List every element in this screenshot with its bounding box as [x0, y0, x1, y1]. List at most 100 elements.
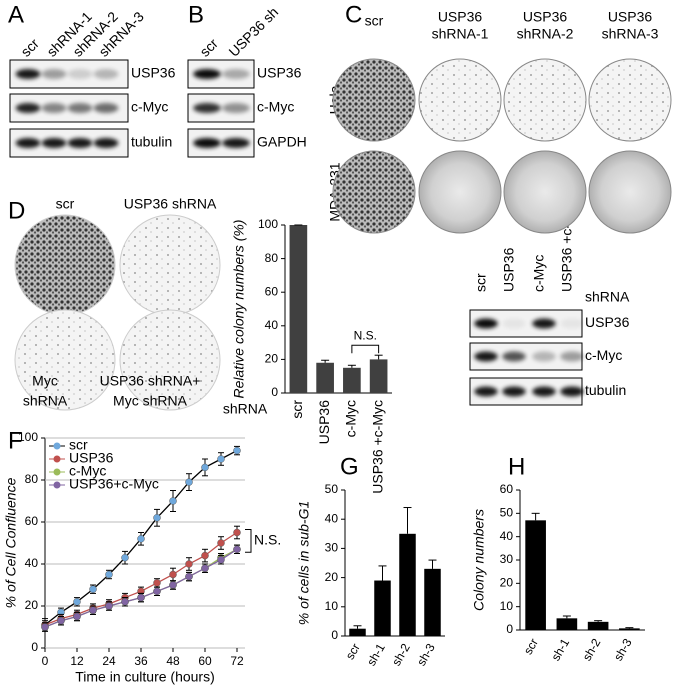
column-label: scr: [365, 13, 384, 29]
band-label: GAPDH: [257, 134, 307, 150]
band-label: c-Myc: [257, 99, 294, 115]
band-label: USP36: [131, 65, 176, 81]
plate: [418, 150, 502, 234]
y-tick-label: 100: [18, 430, 38, 444]
plate: [503, 58, 587, 142]
x-tick-label: USP36: [316, 400, 332, 445]
y-axis-label: % of Cell Confluence: [3, 477, 19, 608]
x-tick-label: sh-3: [611, 636, 635, 663]
legend-marker: [53, 468, 61, 476]
plate: [332, 58, 416, 142]
blot-band: [93, 138, 119, 148]
panel-label: D: [8, 197, 25, 224]
y-tick-label: 40: [325, 511, 339, 525]
plate-label: Myc: [32, 373, 58, 389]
y-tick-label: 60: [265, 284, 279, 298]
marker: [217, 556, 225, 564]
blot-band: [41, 138, 67, 148]
lane-label: scr: [17, 35, 42, 60]
x-tick-label: USP36 +c-Myc: [369, 400, 385, 494]
panel-label: A: [8, 1, 24, 28]
y-tick-label: 80: [25, 472, 39, 486]
y-tick-label: 40: [25, 556, 39, 570]
y-axis-label: Relative colony numbers (%): [231, 220, 247, 399]
plate-label: shRNA: [23, 393, 68, 409]
error-bar: [594, 620, 603, 622]
error-bar: [378, 565, 387, 581]
marker: [105, 570, 113, 579]
x-tick-label: sh-1: [548, 636, 572, 663]
blot-band: [532, 351, 556, 362]
error-bar: [531, 512, 540, 521]
y-tick-label: 40: [265, 318, 279, 332]
lane-label: USP36: [501, 247, 517, 292]
blot-band: [502, 386, 526, 397]
blot-band: [193, 69, 221, 79]
plate: [503, 150, 587, 234]
marker: [153, 587, 161, 596]
plate: [332, 150, 416, 234]
marker: [137, 535, 145, 543]
y-tick-label: 0: [31, 640, 38, 654]
marker: [137, 593, 145, 602]
y-tick-label: 30: [500, 552, 514, 566]
plate: [588, 58, 672, 142]
y-tick-label: 20: [325, 570, 339, 584]
plate: [588, 150, 672, 234]
x-tick-label: sh-3: [414, 641, 438, 668]
marker: [169, 570, 177, 579]
bar: [424, 568, 441, 636]
x-tick-label: 72: [230, 654, 244, 668]
x-tick-label: sh-1: [364, 641, 388, 668]
blot-band: [532, 318, 556, 329]
marker: [153, 579, 161, 587]
marker: [201, 551, 209, 560]
y-tick-label: 80: [265, 251, 279, 265]
plate-label: scr: [56, 196, 75, 212]
bar: [587, 621, 609, 630]
y-tick-label: 0: [271, 385, 278, 399]
marker: [233, 545, 241, 554]
band-label: tubulin: [585, 382, 626, 398]
blot-band: [222, 103, 250, 113]
y-tick-label: 20: [265, 352, 279, 366]
blot-band: [15, 69, 41, 79]
y-tick-label: 100: [258, 217, 278, 231]
marker: [169, 497, 177, 505]
marker: [57, 616, 65, 625]
bar: [316, 362, 334, 393]
marker: [233, 446, 241, 455]
lane-label: scr: [473, 273, 489, 292]
blot-band: [93, 103, 119, 113]
y-tick-label: 10: [500, 599, 514, 613]
marker: [185, 560, 193, 568]
blot-band: [474, 318, 498, 329]
x-tick-label: scr: [521, 636, 541, 657]
y-axis-label: Colony numbers: [471, 509, 487, 611]
lane-label: USP36 sh: [225, 4, 281, 60]
x-tick-label: scr: [343, 641, 363, 662]
plate: [119, 309, 221, 411]
y-tick-label: 20: [25, 598, 39, 612]
bar: [369, 359, 388, 393]
marker: [153, 514, 161, 522]
y-axis-label: % of cells in sub-G1: [296, 501, 312, 626]
band-label: USP36: [257, 65, 302, 81]
legend-label: c-Myc: [69, 463, 106, 479]
x-tick-label: sh-2: [580, 636, 604, 663]
error-bar: [625, 627, 634, 629]
error-bar: [374, 354, 383, 360]
y-tick-label: 0: [331, 628, 338, 642]
marker: [201, 564, 209, 572]
band-label: USP36: [585, 314, 630, 330]
error-bar: [347, 364, 356, 368]
blot-band: [560, 386, 584, 397]
column-label: shRNA-3: [602, 26, 659, 42]
marker: [217, 539, 225, 547]
bar: [525, 520, 546, 630]
marker: [105, 602, 113, 610]
bar: [619, 628, 640, 630]
blot-band: [222, 138, 250, 148]
blot-band: [93, 69, 119, 79]
annotation: N.S.: [354, 328, 377, 342]
